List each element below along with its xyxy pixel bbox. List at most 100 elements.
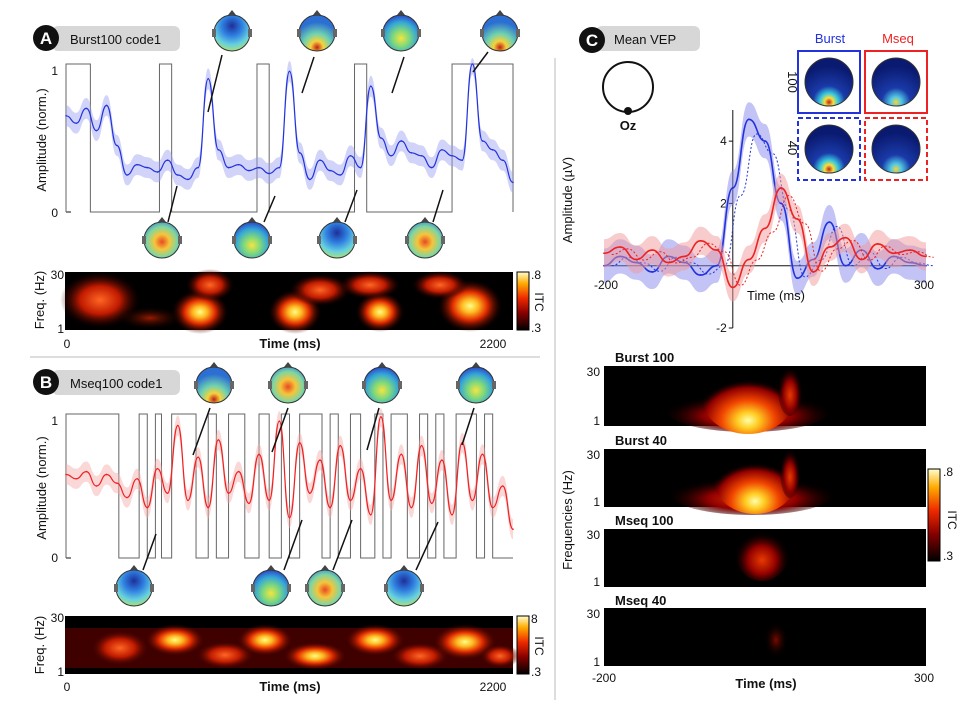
- data-point: [828, 246, 831, 248]
- data-point: [491, 506, 494, 509]
- panel-a-xtick-0: 0: [64, 337, 71, 351]
- panel-a-topo-top: [207, 10, 520, 113]
- data-point: [75, 122, 77, 124]
- data-point: [410, 152, 413, 154]
- data-point: [876, 267, 879, 270]
- data-point: [780, 202, 782, 205]
- panel-b-title: Mseq100 code1: [70, 376, 163, 391]
- data-point: [441, 149, 443, 151]
- data-point: [812, 271, 815, 273]
- panel-c-badge: [579, 27, 605, 53]
- data-point: [187, 499, 189, 502]
- data-point: [329, 169, 331, 172]
- panel-a-ylabel: Amplitude (norm.): [34, 88, 49, 191]
- panel-b-freq-tick-bottom: 1: [57, 665, 64, 679]
- topo-map: [194, 362, 234, 404]
- topo-map: [212, 10, 252, 52]
- data-point: [278, 420, 281, 423]
- data-point: [95, 485, 98, 487]
- data-point: [651, 271, 654, 273]
- panel-a-time-label: Time (ms): [259, 336, 320, 351]
- panel-b-cbar-bottom: .3: [531, 665, 541, 679]
- confidence-band: [604, 102, 926, 296]
- data-point: [715, 249, 718, 252]
- data-point: [115, 482, 118, 484]
- topo-map: [405, 217, 445, 259]
- data-point: [217, 439, 220, 441]
- col-label-burst: Burst: [815, 31, 846, 46]
- data-point: [876, 243, 879, 245]
- data-point: [85, 470, 88, 473]
- topo-map: [114, 565, 154, 607]
- topo-map: [232, 217, 272, 259]
- tf-mseq-100: Mseq 100 30 1: [587, 513, 926, 589]
- data-point: [176, 174, 179, 176]
- panel-a-badge: [33, 25, 59, 51]
- panel-b-cbar-top: 8: [531, 612, 538, 626]
- vep-topo-grid: [797, 50, 928, 181]
- stimulus-trace: [65, 413, 513, 559]
- data-point: [481, 453, 484, 456]
- panel-b-freq-tick-top: 30: [51, 611, 65, 625]
- topo-map: [142, 217, 182, 259]
- data-point: [288, 516, 291, 519]
- electrode-label: Oz: [620, 118, 637, 133]
- data-point: [146, 166, 149, 169]
- panel-b-colorbar: [516, 615, 530, 675]
- topo-map: [297, 10, 337, 52]
- data-point: [430, 502, 433, 505]
- data-point: [667, 261, 670, 264]
- series-line: [65, 416, 514, 530]
- data-point: [461, 159, 464, 161]
- stimulus-trace: [65, 63, 514, 213]
- data-point: [441, 459, 443, 461]
- data-point: [699, 274, 702, 276]
- data-point: [75, 478, 77, 480]
- data-point: [146, 506, 149, 509]
- topo-map: [804, 124, 854, 174]
- tf-ytick-top: 30: [587, 528, 601, 542]
- panel-c-cbar-label: ITC: [945, 510, 959, 530]
- data-point: [126, 496, 128, 499]
- topo-map: [268, 362, 308, 404]
- data-point: [860, 258, 863, 261]
- data-point: [156, 467, 159, 470]
- data-point: [197, 456, 199, 459]
- data-point: [780, 186, 782, 189]
- col-label-mseq: Mseq: [882, 31, 914, 46]
- data-point: [268, 499, 270, 502]
- data-point: [105, 104, 108, 107]
- panel-a-topo-bottom: [142, 185, 445, 259]
- data-point: [298, 152, 301, 154]
- panel-c-xtick-start: -200: [594, 278, 618, 292]
- panel-a-cbar-top: .8: [531, 268, 541, 282]
- panel-a-title: Burst100 code1: [70, 32, 161, 47]
- panel-a-freq-label: Freq. (Hz): [32, 271, 47, 330]
- tf-xtick-start: -200: [592, 671, 616, 685]
- data-point: [635, 258, 638, 261]
- tf-title: Mseq 100: [615, 513, 674, 528]
- data-point: [217, 149, 220, 151]
- y-tick-label: -2: [716, 321, 727, 335]
- data-point: [298, 442, 301, 444]
- data-point: [512, 528, 514, 530]
- panel-a-colorbar: [516, 271, 530, 331]
- panel-c-cbar-top: .8: [943, 465, 953, 479]
- confidence-band: [66, 408, 513, 540]
- data-point: [651, 249, 654, 252]
- row-label-40: 40: [785, 141, 800, 155]
- electrode-diagram: [602, 61, 654, 115]
- data-point: [909, 249, 911, 252]
- panel-b-xtick-end: 2200: [480, 680, 507, 694]
- data-point: [258, 453, 260, 456]
- data-point: [796, 277, 799, 280]
- tf-ytick-top: 30: [587, 448, 601, 462]
- data-point: [380, 416, 382, 418]
- data-point: [420, 154, 423, 157]
- data-point: [844, 236, 847, 239]
- topo-frame-mseq-100: [864, 50, 928, 114]
- data-point: [309, 178, 311, 181]
- data-point: [451, 514, 453, 516]
- panel-c-ylabel: Amplitude (µV): [560, 157, 575, 243]
